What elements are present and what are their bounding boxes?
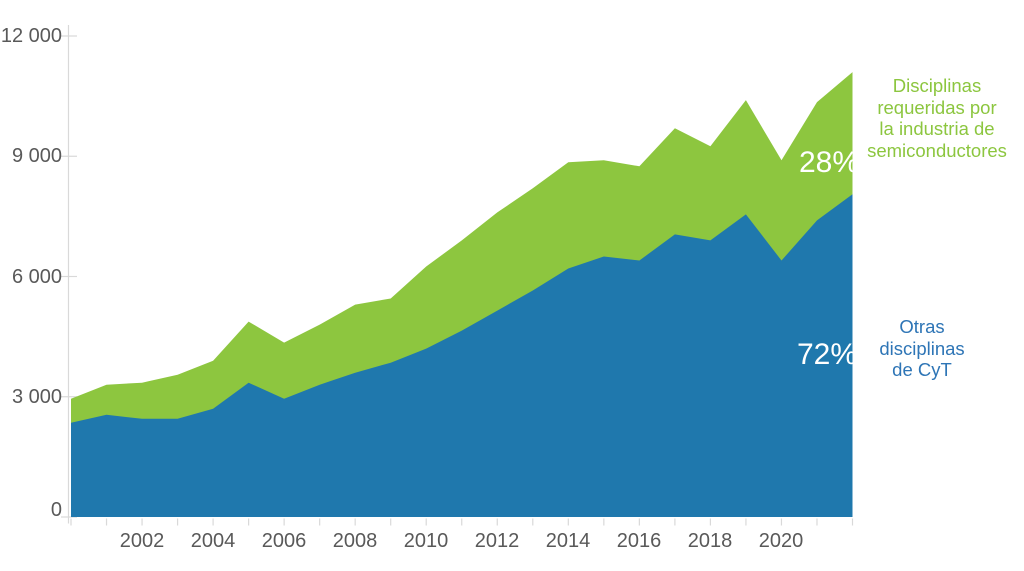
x-axis-label: 2002 (119, 530, 165, 552)
legend-line: requeridas por (877, 96, 997, 118)
blue-share-label: 72% (796, 338, 858, 371)
x-axis-label: 2012 (474, 530, 520, 552)
x-axis-label: 2020 (758, 530, 804, 552)
blue-series-legend: Otras disciplinas de CyT (879, 316, 964, 381)
x-axis-label: 2006 (261, 530, 307, 552)
legend-line: Otras (899, 316, 945, 337)
blue-area-series-otras-cyt (71, 194, 853, 518)
y-axis-label: 3 000 (11, 386, 62, 408)
legend-line: semiconductores (867, 139, 1007, 161)
x-axis-label: 2004 (190, 530, 236, 552)
axis-ticks (61, 25, 854, 526)
y-axis-label: 12 000 (0, 25, 62, 47)
green-series-legend: Disciplinas requeridas por la industria de… (867, 75, 1007, 161)
y-axis-label: 0 (50, 499, 62, 521)
y-axis-label: 9 000 (11, 145, 62, 167)
legend-line: la industria de (879, 118, 995, 139)
x-axis-label: 2018 (687, 530, 733, 552)
legend-line: disciplinas (879, 337, 965, 359)
x-axis-label: 2016 (616, 530, 662, 552)
x-axis-label: 2008 (332, 530, 378, 552)
x-axis-label: 2010 (403, 530, 449, 552)
x-axis-label: 2014 (545, 530, 591, 552)
green-share-label: 28% (798, 146, 860, 179)
legend-line: de CyT (892, 359, 952, 380)
y-axis-label: 6 000 (11, 266, 62, 288)
legend-line: Disciplinas (892, 75, 982, 96)
